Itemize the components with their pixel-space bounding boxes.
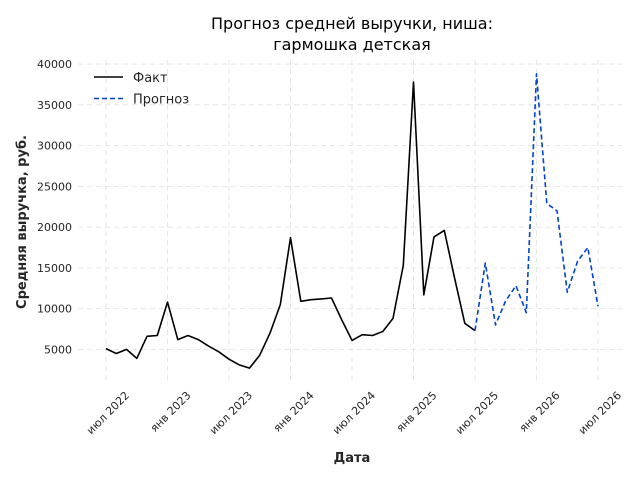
legend-label-0: Факт bbox=[133, 71, 168, 86]
x-tick-label: июл 2025 bbox=[453, 389, 501, 437]
x-tick-label: янв 2026 bbox=[517, 389, 563, 435]
chart-title-line-1: Прогноз средней выручки, ниша: bbox=[211, 14, 493, 33]
x-axis-label: Дата bbox=[334, 451, 371, 466]
x-tick-label: июл 2024 bbox=[330, 389, 378, 437]
y-tick-label: 25000 bbox=[37, 180, 72, 193]
y-tick-label: 15000 bbox=[37, 262, 72, 275]
series-line-1 bbox=[474, 73, 599, 331]
y-tick-label: 35000 bbox=[37, 99, 72, 112]
y-tick-label: 40000 bbox=[37, 58, 72, 71]
y-tick-label: 30000 bbox=[37, 140, 72, 153]
x-tick-label: янв 2023 bbox=[148, 389, 194, 435]
x-tick-label: июл 2022 bbox=[84, 389, 132, 437]
chart-title: Прогноз средней выручки, ниша: гармошка … bbox=[211, 14, 493, 54]
grid bbox=[78, 60, 622, 382]
legend: Факт Прогноз bbox=[94, 71, 189, 108]
x-tick-label: июл 2023 bbox=[207, 389, 255, 437]
y-axis-label: Средняя выручка, руб. bbox=[15, 135, 30, 309]
legend-label-1: Прогноз bbox=[133, 93, 189, 108]
x-tick-label: янв 2025 bbox=[394, 389, 440, 435]
x-axis-ticks: июл 2022 янв 2023 июл 2023 янв 2024 июл 2024… bbox=[84, 389, 624, 437]
y-tick-label: 20000 bbox=[37, 221, 72, 234]
series-line-0 bbox=[105, 81, 476, 369]
y-tick-label: 5000 bbox=[44, 343, 72, 356]
x-tick-label: янв 2024 bbox=[271, 389, 317, 435]
x-tick-label: июл 2026 bbox=[576, 389, 624, 437]
chart-title-line-2: гармошка детская bbox=[273, 35, 431, 54]
y-tick-label: 10000 bbox=[37, 303, 72, 316]
series-lines bbox=[105, 73, 599, 369]
y-axis-ticks: 5000 10000 15000 20000 25000 30000 35000 40000 bbox=[37, 58, 72, 356]
